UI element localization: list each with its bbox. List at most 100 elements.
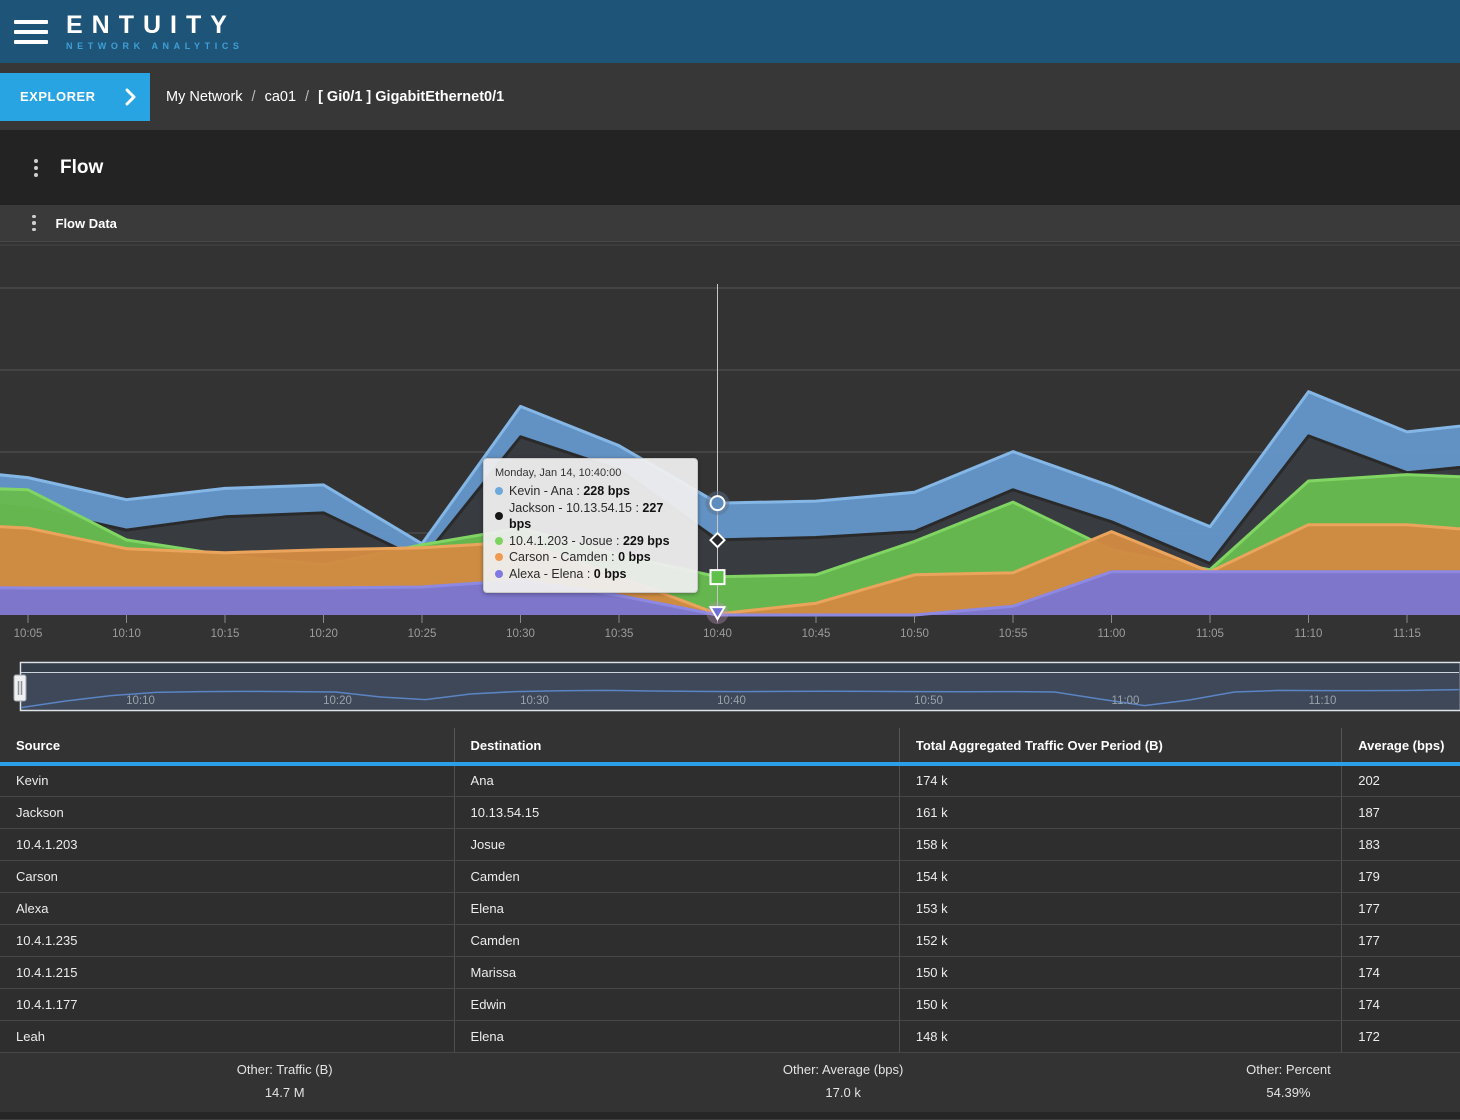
navigator-time-label: 10:10 — [126, 695, 155, 707]
chart-plot-area[interactable]: 10:05 10:10 10:15 10:20 10:25 10:30 10:35 10:40… — [0, 242, 1460, 660]
table-cell: 183 — [1341, 828, 1460, 861]
table-cell: 174 — [1341, 956, 1460, 989]
x-axis-label: 10:50 — [900, 628, 929, 640]
navigator-time-label: 10:40 — [717, 695, 746, 707]
page-title: Flow — [60, 156, 104, 178]
table-row[interactable]: 10.4.1.203 Josue 158 k 183 — [0, 828, 1460, 861]
chevron-right-icon — [125, 88, 136, 105]
table-header-row: Source Destination Total Aggregated Traffi… — [0, 728, 1460, 766]
x-axis-label: 10:30 — [506, 628, 535, 640]
column-header-source[interactable]: Source — [0, 728, 455, 766]
table-cell: Kevin — [0, 764, 455, 797]
breadcrumb-item-my-network[interactable]: My Network — [166, 88, 243, 105]
column-header-total-aggregated-traffic-over-period-b[interactable]: Total Aggregated Traffic Over Period (B) — [898, 728, 1342, 766]
table-row[interactable]: 10.4.1.215 Marissa 150 k 174 — [0, 956, 1460, 989]
other-average-label: Other: Average (bps) — [782, 1061, 904, 1077]
flow-table: Source Destination Total Aggregated Traffi… — [0, 728, 1460, 1053]
flow-kebab-menu-icon[interactable] — [30, 155, 42, 181]
table-cell: 177 — [1341, 924, 1460, 957]
x-axis-label: 10:55 — [999, 628, 1028, 640]
tooltip-series-row: Carson - Camden : 0 bps — [495, 549, 686, 566]
table-row[interactable]: Alexa Elena 153 k 177 — [0, 892, 1460, 925]
navigator-series-line — [20, 688, 1460, 709]
breadcrumb: My Network / ca01 / [ Gi0/1 ] GigabitEth… — [166, 89, 504, 105]
table-row[interactable]: Jackson 10.13.54.15 161 k 187 — [0, 796, 1460, 829]
column-header-destination[interactable]: Destination — [453, 728, 900, 766]
x-axis-label: 10:10 — [112, 628, 141, 640]
table-cell: 10.13.54.15 — [453, 796, 900, 829]
table-cell: 174 k — [898, 764, 1342, 797]
table-cell: 154 k — [898, 860, 1342, 893]
x-axis-label: 10:40 — [703, 628, 732, 640]
x-axis-label: 10:35 — [605, 628, 634, 640]
flow-data-panel: Flow Data 10:05 10:10 10:15 10:20 10:25 10:30… — [0, 205, 1460, 1112]
tooltip-series-row: Jackson - 10.13.54.15 : 227 bps — [495, 500, 686, 533]
flow-area-chart[interactable]: 10:05 10:10 10:15 10:20 10:25 10:30 10:35 10:40… — [0, 242, 1460, 660]
page-bottom-strip — [0, 1111, 1460, 1120]
table-cell: Leah — [0, 1020, 455, 1053]
x-axis-label: 11:15 — [1393, 628, 1421, 640]
table-row[interactable]: 10.4.1.177 Edwin 150 k 174 — [0, 988, 1460, 1021]
table-cell: 10.4.1.177 — [0, 988, 455, 1021]
explorer-button-label: EXPLORER — [20, 89, 96, 104]
table-row[interactable]: Leah Elena 148 k 172 — [0, 1020, 1460, 1053]
navigator-strip[interactable]: 10:10 10:20 10:30 10:40 10:50 11:00 11:10 — [0, 660, 1460, 714]
navigator-time-label: 10:30 — [520, 695, 549, 707]
table-cell: 152 k — [898, 924, 1342, 957]
table-row[interactable]: 10.4.1.235 Camden 152 k 177 — [0, 924, 1460, 957]
table-cell: Elena — [453, 1020, 900, 1053]
flow-section-header: Flow — [0, 130, 1460, 205]
table-cell: 10.4.1.215 — [0, 956, 455, 989]
table-cell: 150 k — [898, 988, 1342, 1021]
table-cell: 10.4.1.203 — [0, 828, 455, 861]
tooltip-items: Kevin - Ana : 228 bps Jackson - 10.13.54.… — [495, 483, 686, 582]
chart-tooltip: Monday, Jan 14, 10:40:00 Kevin - Ana : 2… — [483, 458, 698, 593]
column-header-average-bps[interactable]: Average (bps) — [1341, 728, 1460, 766]
navigator-left-handle[interactable] — [13, 674, 27, 702]
table-cell: Camden — [453, 924, 900, 957]
x-axis-label: 11:00 — [1098, 628, 1126, 640]
breadcrumb-item-device[interactable]: ca01 — [264, 88, 297, 105]
handle-grip — [13, 674, 27, 702]
other-percent-cell: Other: Percent 54.39% — [1117, 1062, 1460, 1100]
chart-navigator[interactable]: 10:10 10:20 10:30 10:40 10:50 11:00 11:10 — [0, 660, 1460, 714]
table-cell: Marissa — [453, 956, 900, 989]
panel-title: Flow Data — [55, 215, 117, 231]
other-percent-label: Other: Percent — [1246, 1061, 1331, 1077]
entuity-logo: ENTUITY NETWORK ANALYTICS — [66, 10, 244, 51]
x-axis-label: 10:15 — [211, 628, 240, 640]
app-header: ENTUITY NETWORK ANALYTICS — [0, 0, 1460, 63]
explorer-button[interactable]: EXPLORER — [0, 72, 150, 121]
navigator-frame — [19, 661, 1460, 712]
flow-data-panel-header: Flow Data — [0, 205, 1460, 242]
table-cell: 179 — [1341, 860, 1460, 893]
table-cell: 172 — [1341, 1020, 1460, 1053]
table-row[interactable]: Kevin Ana 174 k 202 — [0, 764, 1460, 797]
table-cell: Carson — [0, 860, 455, 893]
table-cell: Alexa — [0, 892, 455, 925]
navigator-time-label: 11:10 — [1309, 695, 1337, 707]
breadcrumb-separator: / — [251, 88, 256, 105]
table-cell: Ana — [453, 764, 900, 797]
other-traffic-label: Other: Traffic (B) — [236, 1061, 333, 1077]
series-bullet-icon — [495, 487, 503, 496]
tooltip-series-row: 10.4.1.203 - Josue : 229 bps — [495, 533, 686, 550]
table-row[interactable]: Carson Camden 154 k 179 — [0, 860, 1460, 893]
other-traffic-cell: Other: Traffic (B) 14.7 M — [0, 1062, 569, 1100]
x-axis-label: 11:10 — [1295, 628, 1323, 640]
series-bullet-icon — [495, 512, 503, 520]
breadcrumb-current-interface: [ Gi0/1 ] GigabitEthernet0/1 — [318, 88, 505, 105]
tooltip-title: Monday, Jan 14, 10:40:00 — [495, 467, 622, 479]
tooltip-series-row: Kevin - Ana : 228 bps — [495, 483, 686, 500]
flow-data-kebab-menu-icon[interactable] — [28, 211, 40, 236]
breadcrumb-bar: EXPLORER My Network / ca01 / [ Gi0/1 ] G… — [0, 63, 1460, 130]
x-axis-label: 10:45 — [802, 628, 831, 640]
tooltip-series-row: Alexa - Elena : 0 bps — [495, 566, 686, 583]
hamburger-menu-icon[interactable] — [14, 19, 48, 44]
table-cell: Josue — [453, 828, 900, 861]
area-series-4 — [0, 571, 1460, 615]
breadcrumb-separator: / — [305, 88, 310, 105]
logo-title: ENTUITY — [66, 10, 236, 39]
x-axis-label: 10:05 — [14, 628, 43, 640]
table-cell: 153 k — [898, 892, 1342, 925]
